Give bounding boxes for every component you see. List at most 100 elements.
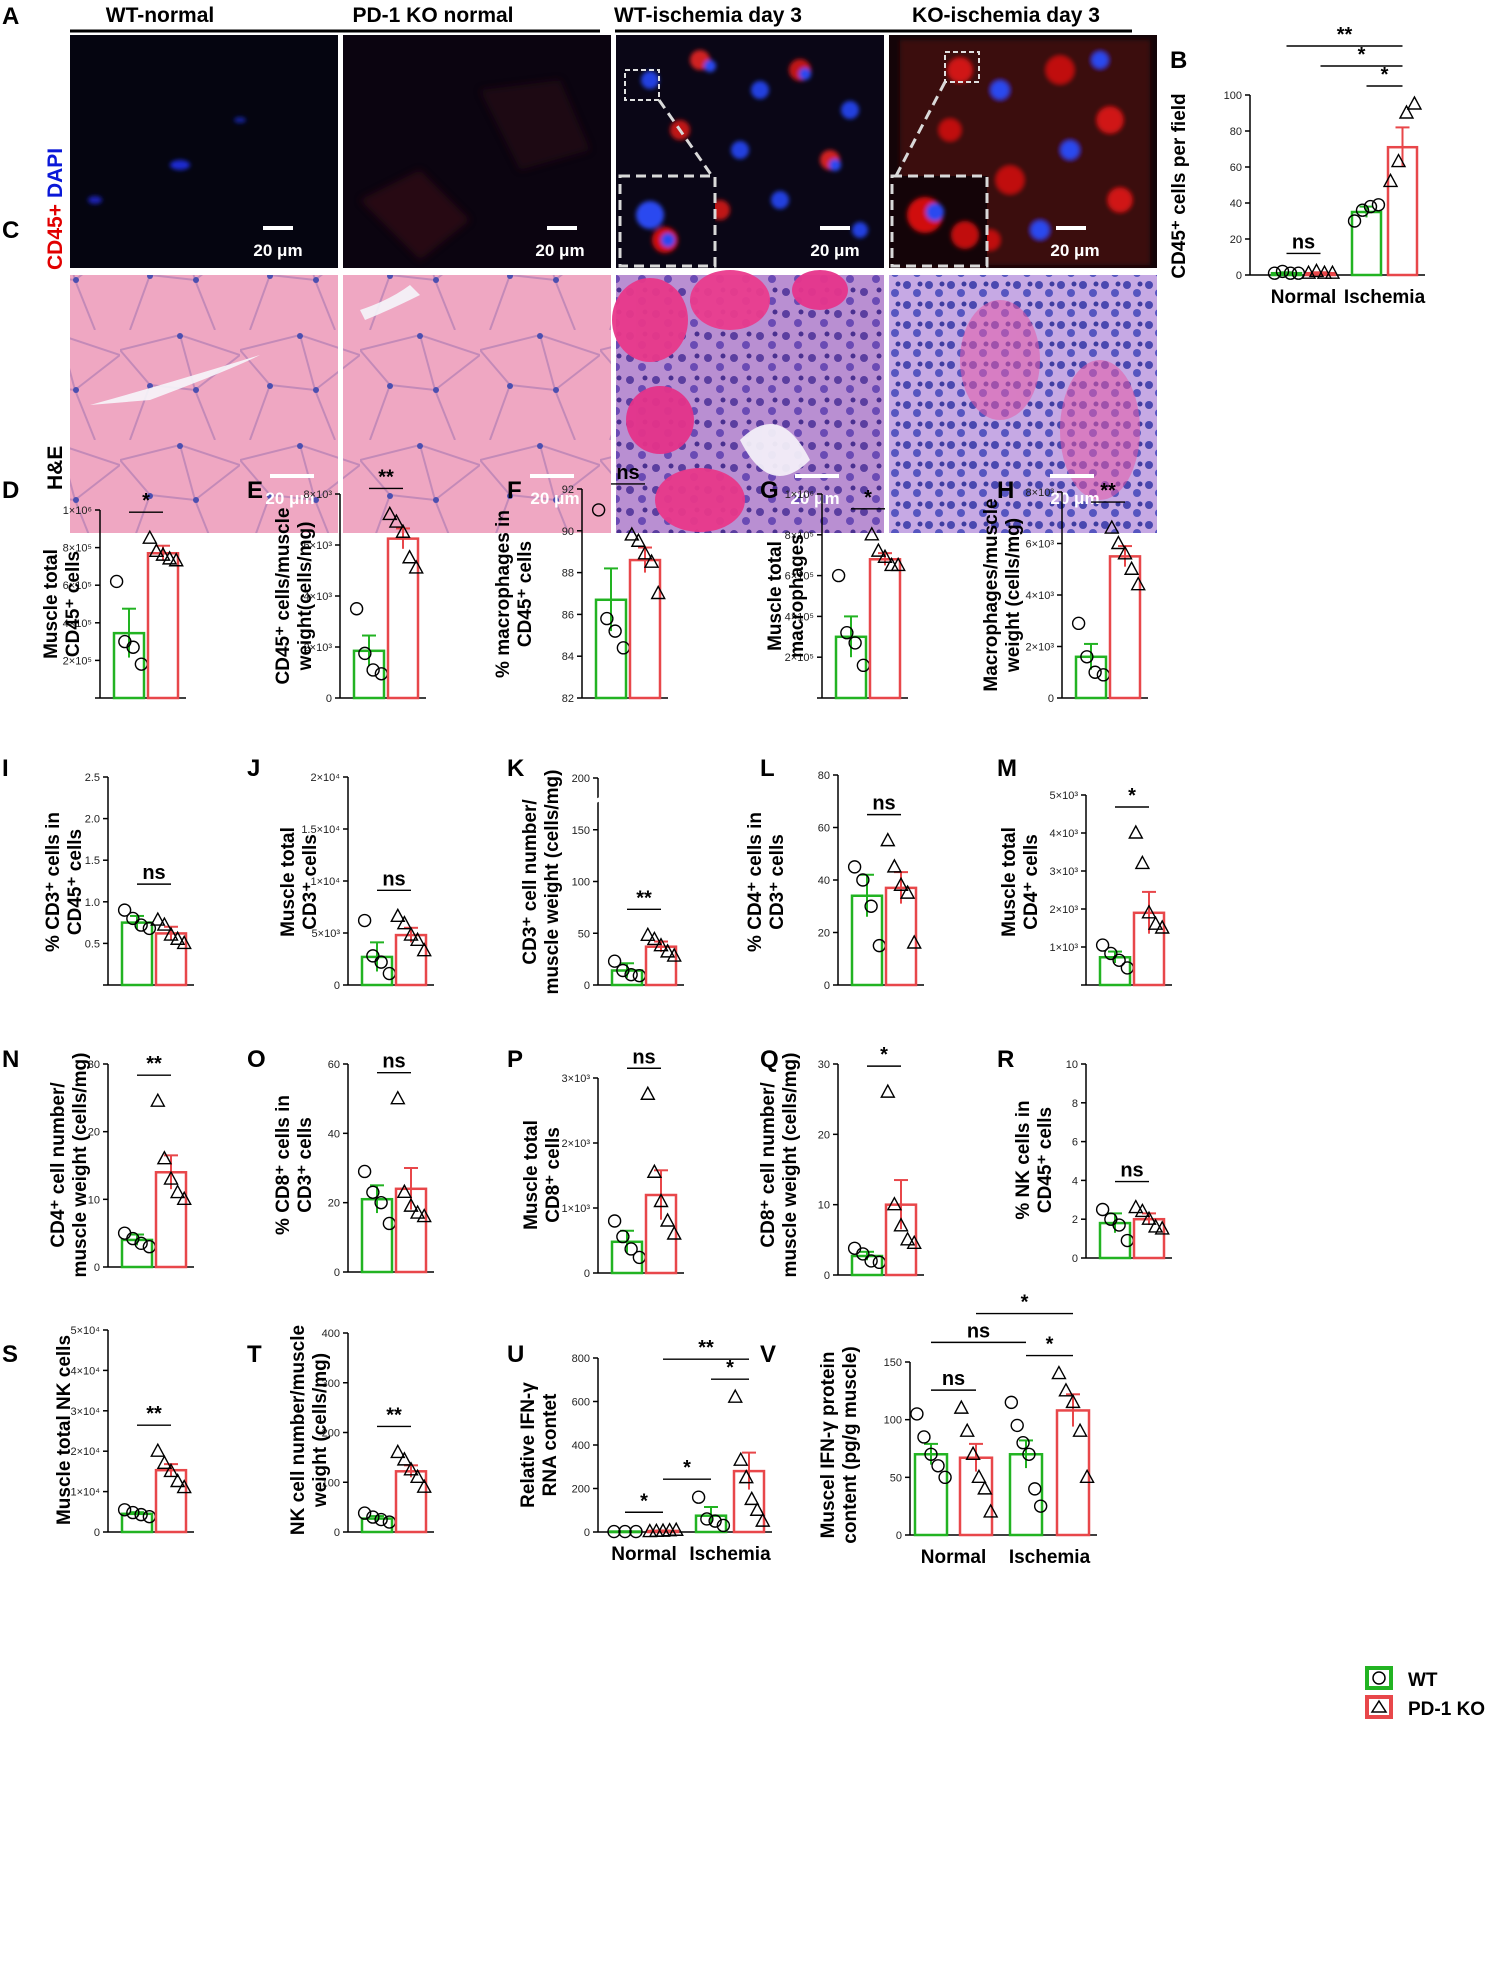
- category-label: Normal: [611, 1544, 676, 1565]
- significance-label: **: [1100, 480, 1116, 502]
- micrograph-wt-normal-if: [70, 35, 338, 268]
- tick-label: 30: [88, 1059, 100, 1071]
- significance-label: ns: [616, 462, 639, 484]
- data-point: [403, 1461, 419, 1476]
- significance-label: *: [1381, 64, 1389, 86]
- tick-label: 1×10³: [562, 1203, 591, 1215]
- data-point: [416, 1478, 432, 1493]
- chart-j: J 0 5×10³ 1×10⁴ 1.5×10⁴ 2×10⁴ Muscle totalCD3⁺…: [247, 755, 434, 992]
- y-axis-label: NK cell number/muscleweight (cells/mg): [288, 1325, 331, 1535]
- tick-label: 0.5: [85, 938, 100, 950]
- tick-label: 200: [572, 773, 590, 785]
- data-point: [659, 943, 676, 958]
- chart-f: F 82 84 86 88 90 92 % macrophages inCD45⁺ cells…: [493, 462, 668, 705]
- significance-label: ns: [382, 868, 405, 890]
- data-point: [349, 602, 364, 616]
- tick-label: 40: [818, 875, 830, 887]
- data-point: [653, 1193, 669, 1208]
- tick-label: 4×10³: [1026, 590, 1055, 602]
- y-axis-label: Muscle totalCD8⁺ cells: [521, 1120, 564, 1230]
- tick-label: 0: [1236, 270, 1242, 282]
- bar: [120, 921, 154, 987]
- y-axis-label: Relative IFN-γRNA contet: [518, 1382, 561, 1508]
- data-point: [163, 1462, 179, 1478]
- data-point: [872, 1255, 887, 1270]
- chart-b: B 0 20 40 60 80 100 CD45⁺ cells per field Normal…: [1169, 24, 1426, 308]
- tick-label: 20: [818, 1129, 830, 1141]
- significance-label: *: [726, 1357, 734, 1379]
- data-point: [117, 1503, 132, 1517]
- svg-text:20 μm: 20 μm: [253, 241, 302, 260]
- bar: [1350, 210, 1383, 277]
- data-point: [646, 930, 663, 946]
- significance-label: *: [1128, 785, 1136, 807]
- tick-label: 0: [824, 1270, 830, 1282]
- tick-label: 4: [1072, 1175, 1078, 1187]
- data-point: [1096, 668, 1111, 682]
- data-point: [169, 930, 186, 945]
- data-point: [864, 1254, 878, 1268]
- chart-d: D 2×10⁵ 4×10⁵ 6×10⁵ 8×10⁵ 1×10⁶ Muscle totalCD…: [2, 477, 186, 700]
- significance-label: *: [1046, 1334, 1054, 1356]
- data-point: [408, 559, 424, 574]
- panel-label: P: [507, 1046, 523, 1073]
- data-point: [1104, 519, 1120, 534]
- tick-label: 20: [818, 928, 830, 940]
- data-point: [416, 1208, 432, 1223]
- tick-label: 10: [818, 1200, 830, 1212]
- significance-label: *: [1021, 1292, 1029, 1314]
- data-point: [156, 1150, 173, 1165]
- data-point: [624, 967, 638, 982]
- panel-label: I: [2, 755, 9, 782]
- tick-label: 6×10⁵: [785, 571, 814, 583]
- tick-label: 88: [562, 568, 574, 580]
- stain-label-cd45: CD45+DAPI: [44, 148, 67, 270]
- data-point: [744, 1490, 760, 1506]
- data-point: [646, 1163, 663, 1178]
- micrograph-wt-normal-he: [70, 275, 338, 533]
- y-axis-label: CD8⁺ cell number/muscle weight (cells/mg…: [758, 1053, 801, 1278]
- tick-label: 6×10⁵: [63, 580, 92, 592]
- data-point: [366, 1510, 380, 1524]
- tick-label: 86: [562, 609, 574, 621]
- data-point: [847, 860, 862, 874]
- legend-ko-label: PD-1 KO: [1408, 1699, 1485, 1720]
- tick-label: 800: [572, 1353, 590, 1365]
- data-point: [864, 899, 878, 913]
- data-point: [1120, 1233, 1135, 1248]
- data-point: [856, 873, 870, 887]
- data-point: [616, 1229, 630, 1244]
- data-point: [117, 1226, 132, 1240]
- tick-label: 6×10³: [1026, 539, 1055, 551]
- tick-label: 60: [1230, 162, 1242, 174]
- data-point: [168, 552, 184, 567]
- data-point: [1128, 1199, 1144, 1214]
- data-point: [374, 1195, 388, 1210]
- data-point: [917, 1430, 931, 1444]
- bar: [154, 1468, 188, 1534]
- data-point: [700, 1512, 714, 1526]
- data-point: [1363, 199, 1378, 214]
- data-point: [374, 955, 388, 969]
- panel-label: E: [247, 477, 263, 504]
- data-point: [640, 926, 656, 942]
- data-point: [409, 1204, 426, 1219]
- significance-label: ns: [382, 1051, 405, 1073]
- tick-label: 4×10⁵: [63, 618, 92, 630]
- data-point: [1104, 946, 1118, 961]
- legend: WT PD-1 KO: [1365, 1666, 1485, 1720]
- tick-label: 2×10³: [304, 642, 333, 654]
- panel-label: F: [507, 477, 522, 504]
- tick-label: 100: [572, 877, 590, 889]
- data-point: [126, 911, 140, 926]
- tick-label: 40: [328, 1128, 340, 1140]
- data-point: [117, 903, 132, 917]
- data-point: [1016, 1436, 1030, 1450]
- panel-label: H: [997, 477, 1014, 504]
- data-point: [607, 1214, 622, 1228]
- data-point: [126, 1231, 140, 1246]
- panel-label: G: [760, 477, 779, 504]
- data-point: [1154, 1220, 1170, 1235]
- tick-label: 2×10⁵: [785, 652, 814, 664]
